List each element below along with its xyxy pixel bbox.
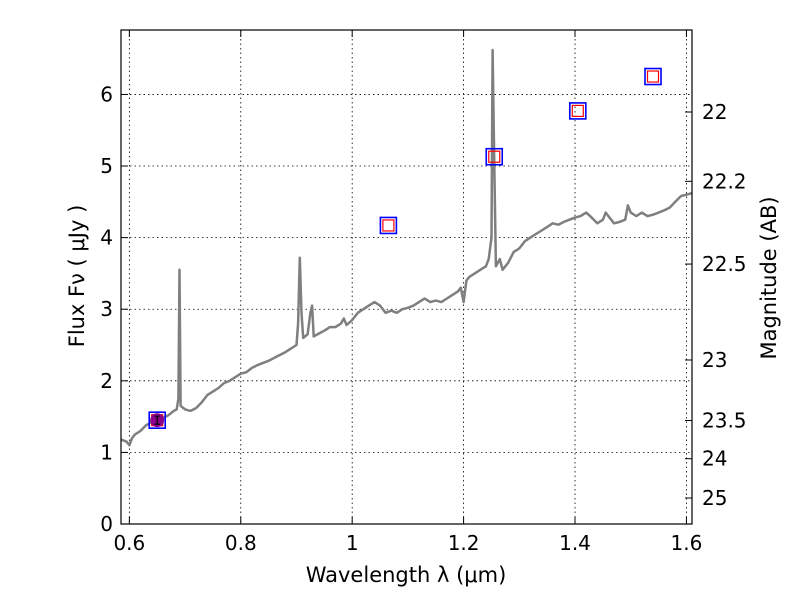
- marker-layer: [148, 67, 662, 429]
- model-point: [571, 104, 584, 118]
- mag-tick-label: 23: [702, 348, 727, 372]
- ticks-layer: 0.6 0.8 1 1.2 1.4 1.601234562222.222.52323.52…: [100, 30, 747, 555]
- right-axis-label: Magnitude (AB): [757, 196, 781, 359]
- observed-point: [644, 67, 662, 86]
- y-tick-label: 1: [100, 440, 113, 464]
- x-tick-label: 0.6: [113, 531, 145, 555]
- mag-tick-label: 24: [702, 447, 727, 471]
- x-tick-label: 1.2: [448, 531, 480, 555]
- observed-point: [379, 216, 398, 235]
- y-tick-label: 4: [100, 226, 113, 250]
- x-tick-label: 1.4: [559, 531, 591, 555]
- plot-frame: [120, 29, 693, 525]
- y-tick-label: 0: [100, 512, 113, 536]
- model-point: [382, 219, 395, 232]
- observed-point: [568, 102, 587, 120]
- y-tick-label: 5: [100, 154, 113, 178]
- x-tick-label: 1.6: [671, 531, 703, 555]
- y-tick-label: 3: [100, 297, 113, 321]
- model-point: [488, 150, 501, 163]
- y-tick-label: 2: [100, 369, 113, 393]
- spectrum-line: [120, 48, 693, 447]
- x-tick-label: 0.8: [225, 531, 257, 555]
- mag-tick-label: 23.5: [702, 409, 747, 433]
- mag-tick-label: 22.2: [702, 169, 747, 193]
- y-tick-label: 6: [100, 82, 113, 106]
- x-axis-label: Wavelength λ (μm): [306, 563, 507, 587]
- mag-tick-label: 22: [702, 100, 727, 124]
- mag-tick-label: 25: [702, 486, 727, 510]
- spectrum-layer: [120, 48, 693, 447]
- grid-layer: [121, 30, 692, 525]
- observed-point: [485, 147, 504, 166]
- y-axis-label: Flux Fν ( μJy ): [65, 205, 89, 348]
- model-point: [646, 70, 660, 83]
- x-tick-label: 1: [346, 531, 359, 555]
- observed-point: [148, 411, 167, 429]
- mag-tick-label: 22.5: [702, 252, 747, 276]
